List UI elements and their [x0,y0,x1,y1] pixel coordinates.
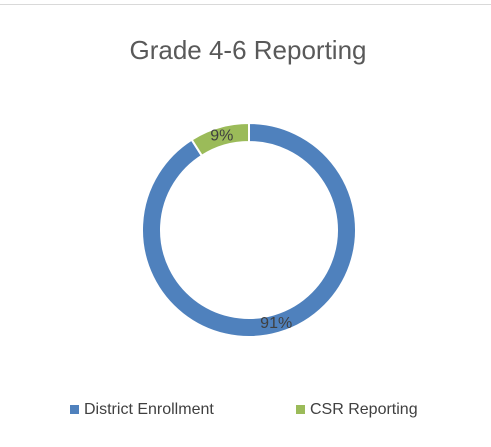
legend-label: District Enrollment [84,401,214,418]
donut-slice [190,121,250,158]
legend-swatch [70,405,79,414]
legend-swatch [296,405,305,414]
data-label: 91% [260,315,292,332]
data-label: 9% [210,128,233,145]
donut-slice [141,121,357,338]
legend-label: CSR Reporting [310,401,418,418]
chart-title: Grade 4-6 Reporting [129,35,366,65]
